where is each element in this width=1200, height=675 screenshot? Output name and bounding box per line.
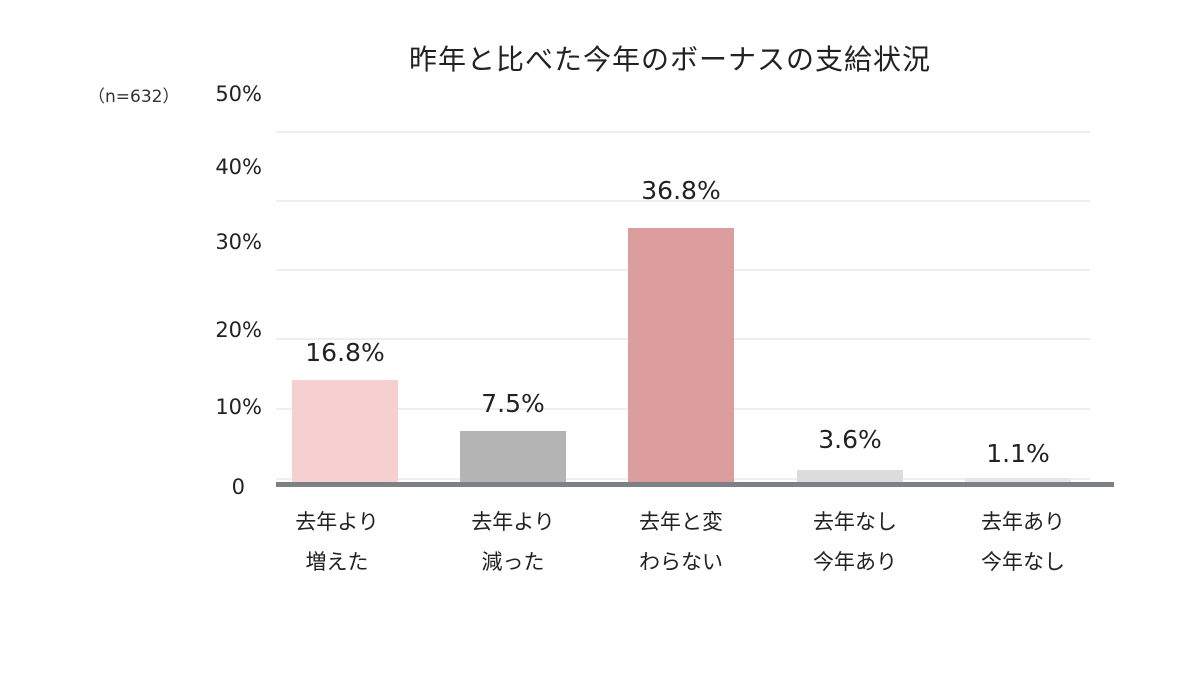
x-label-none-last-some-this: 去年なし 今年あり xyxy=(775,502,935,582)
x-label-decreased: 去年より 減った xyxy=(433,502,593,582)
x-label-line2: 今年あり xyxy=(813,550,897,574)
bar-unchanged xyxy=(628,228,734,483)
bar-increased xyxy=(292,380,398,483)
x-label-some-last-none-this: 去年あり 今年なし xyxy=(943,502,1103,582)
value-label-some-last-none-this: 1.1% xyxy=(986,439,1050,468)
y-tick-0: 0 xyxy=(231,475,245,499)
x-label-unchanged: 去年と変 わらない xyxy=(601,502,761,582)
x-label-line1: 去年なし xyxy=(813,510,897,534)
gridline-40 xyxy=(276,200,1090,202)
y-tick-30: 30% xyxy=(215,230,262,254)
chart-title: 昨年と比べた今年のボーナスの支給状況 xyxy=(408,43,931,76)
x-label-line1: 去年より xyxy=(295,510,379,534)
bar-some-last-none-this xyxy=(965,478,1071,483)
y-tick-40: 40% xyxy=(215,155,262,179)
x-axis-baseline xyxy=(276,482,1114,487)
y-tick-20: 20% xyxy=(215,318,262,342)
y-tick-10: 10% xyxy=(215,395,262,419)
sample-size-note: （n=632） xyxy=(88,87,180,107)
x-label-line2: 今年なし xyxy=(981,550,1065,574)
x-label-line1: 去年と変 xyxy=(639,510,723,534)
bar-decreased xyxy=(460,431,566,483)
value-label-unchanged: 36.8% xyxy=(641,176,721,205)
y-tick-50: 50% xyxy=(215,82,262,106)
value-label-increased: 16.8% xyxy=(305,338,385,367)
x-label-increased: 去年より 増えた xyxy=(257,502,417,582)
x-label-line1: 去年より xyxy=(471,510,555,534)
x-label-line2: 減った xyxy=(481,550,545,574)
x-label-line2: わらない xyxy=(639,550,723,574)
value-label-none-last-some-this: 3.6% xyxy=(818,425,882,454)
bar-none-last-some-this xyxy=(797,470,903,483)
value-label-decreased: 7.5% xyxy=(481,389,545,418)
x-label-line1: 去年あり xyxy=(981,510,1065,534)
gridline-50 xyxy=(276,131,1090,133)
x-label-line2: 増えた xyxy=(305,550,369,574)
